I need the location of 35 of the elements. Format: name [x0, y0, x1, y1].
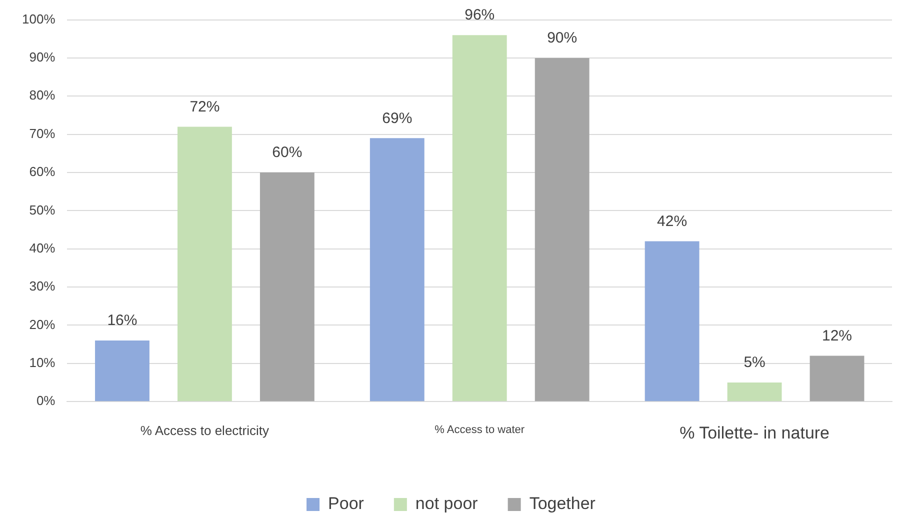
data-label: 96%	[464, 6, 495, 24]
y-tick-label: 70%	[29, 126, 56, 141]
y-tick-label: 50%	[29, 202, 56, 218]
bar	[727, 382, 782, 402]
bar	[534, 58, 590, 402]
data-label: 69%	[382, 110, 412, 127]
data-label: 12%	[822, 327, 852, 344]
data-label: 60%	[272, 144, 302, 162]
bar	[177, 126, 232, 402]
x-tick-label: % Access to electricity	[140, 422, 270, 438]
data-label: 42%	[657, 212, 688, 230]
y-tick-label: 40%	[29, 240, 56, 256]
legend-label: Together	[529, 494, 596, 514]
bar	[644, 241, 700, 402]
data-label: 72%	[190, 98, 220, 116]
bar	[810, 356, 864, 402]
y-tick-label: 90%	[29, 50, 56, 65]
y-tick-label: 80%	[29, 88, 56, 103]
x-tick-label: % Toilette- in nature	[680, 423, 830, 442]
y-tick-label: 60%	[29, 164, 56, 180]
bar	[370, 138, 424, 402]
y-tick-label: 0%	[36, 393, 56, 408]
legend-label: not poor	[415, 494, 478, 514]
y-tick-label: 100%	[22, 11, 56, 26]
data-label: 90%	[547, 30, 578, 47]
bar	[452, 35, 507, 402]
bar	[260, 172, 314, 402]
y-tick-label: 30%	[29, 278, 56, 294]
y-tick-label: 20%	[29, 316, 56, 332]
legend-label: Poor	[328, 494, 364, 514]
data-label: 5%	[744, 354, 766, 372]
x-tick-label: % Access to water	[434, 424, 525, 436]
y-tick-label: 10%	[29, 355, 56, 370]
bar	[95, 340, 150, 402]
data-label: 16%	[107, 312, 138, 330]
